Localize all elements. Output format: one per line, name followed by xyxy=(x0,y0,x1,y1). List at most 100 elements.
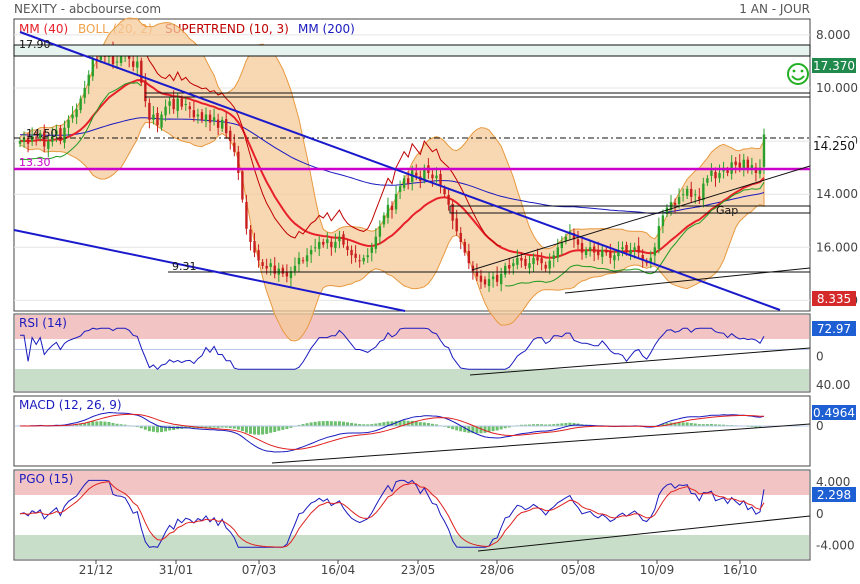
macd-histogram-bar xyxy=(232,426,236,429)
macd-histogram-bar xyxy=(305,423,309,427)
macd-trendline xyxy=(271,423,811,464)
candle-body xyxy=(71,114,74,119)
candle-body xyxy=(483,279,487,285)
candle-body xyxy=(322,241,325,245)
macd-histogram-bar xyxy=(329,421,333,427)
candle-body xyxy=(374,236,378,249)
macd-value-bg xyxy=(812,405,856,420)
candle-body xyxy=(673,202,677,205)
candle-body xyxy=(576,239,580,245)
candle-body xyxy=(18,141,22,144)
candle-body xyxy=(293,265,297,272)
macd-histogram-bar xyxy=(107,421,111,427)
candle-body xyxy=(216,119,220,128)
rsi-tick-label: 0 xyxy=(816,350,824,364)
candle-body xyxy=(63,127,66,143)
candle-body xyxy=(289,271,293,279)
price-tick-label: 10.000 xyxy=(816,81,858,95)
macd-histogram-bar xyxy=(212,426,216,428)
candle-body xyxy=(285,271,289,277)
candle-body xyxy=(342,234,345,245)
macd-histogram-bar xyxy=(75,424,79,427)
macd-histogram-bar xyxy=(568,422,572,427)
candle-body xyxy=(318,241,321,249)
candle-body xyxy=(225,119,228,134)
x-tick-label: 05/08 xyxy=(561,563,596,577)
candle-body xyxy=(176,98,179,111)
candle-body xyxy=(532,257,535,265)
macd-histogram-bar xyxy=(382,422,386,427)
candle-body xyxy=(208,114,212,123)
rsi-value-bg xyxy=(812,321,856,336)
period-label[interactable]: 1 AN - JOUR xyxy=(739,2,810,16)
candle-body xyxy=(528,263,531,269)
candle-body xyxy=(661,215,665,227)
legend-mm200: MM (200) xyxy=(298,22,355,36)
candle-body xyxy=(580,243,584,253)
supertrend-lower xyxy=(19,82,142,161)
candle-body xyxy=(55,130,58,136)
macd-histogram-bar xyxy=(560,423,564,427)
candle-body xyxy=(685,188,689,196)
candle-body xyxy=(702,183,705,201)
price-tick-label: 16.000 xyxy=(816,240,858,254)
candle-body xyxy=(495,274,499,282)
macd-histogram-bar xyxy=(143,426,147,430)
candle-body xyxy=(710,170,713,176)
pgo-panel xyxy=(13,469,811,561)
pgo-trendline xyxy=(477,515,811,552)
x-tick-label: 07/03 xyxy=(242,563,277,577)
macd-histogram-bar xyxy=(471,426,475,434)
macd-histogram-bar xyxy=(491,426,495,432)
macd-histogram-bar xyxy=(386,421,390,427)
candle-body xyxy=(326,239,329,244)
badge-low: 8.335 xyxy=(817,292,851,306)
macd-histogram-bar xyxy=(459,426,463,432)
candle-body xyxy=(115,61,119,63)
candle-body xyxy=(75,109,78,117)
macd-histogram-bar xyxy=(220,426,224,428)
candle-body xyxy=(657,226,661,249)
candle-body xyxy=(160,114,163,128)
macd-histogram-bar xyxy=(701,424,705,427)
candle-body xyxy=(592,246,596,253)
candle-body xyxy=(144,80,147,102)
candle-body xyxy=(47,141,50,149)
candle-body xyxy=(605,249,608,253)
rsi-trendline xyxy=(469,347,811,376)
macd-histogram-bar xyxy=(556,423,560,427)
candle-body xyxy=(431,174,434,179)
level-label-top: 17.90 xyxy=(19,38,51,51)
macd-histogram-bar xyxy=(224,426,228,428)
level-label-support: 13.30 xyxy=(19,156,51,169)
macd-histogram-bar xyxy=(709,423,713,427)
bollinger-band xyxy=(19,17,765,342)
x-tick-label: 16/10 xyxy=(723,563,758,577)
macd-histogram-bar xyxy=(366,424,370,427)
candle-body xyxy=(338,236,341,242)
candle-body xyxy=(184,103,187,106)
candle-body xyxy=(334,241,337,249)
candle-body xyxy=(249,229,252,242)
macd-histogram-bar xyxy=(548,424,552,427)
macd-histogram-bar xyxy=(87,422,91,427)
macd-histogram-bar xyxy=(483,426,487,433)
candle-body xyxy=(172,98,175,110)
macd-histogram-bar xyxy=(281,426,285,430)
candle-body xyxy=(83,88,86,98)
candle-body xyxy=(26,137,30,144)
candle-body xyxy=(253,241,256,253)
macd-line xyxy=(19,411,765,453)
rsi-value: 72.97 xyxy=(817,322,851,336)
candle-body xyxy=(617,249,620,257)
rsi-line xyxy=(20,327,765,371)
candle-body xyxy=(637,245,640,253)
candle-body xyxy=(305,255,309,262)
macd-histogram-bar xyxy=(394,420,398,427)
macd-histogram-bar xyxy=(479,426,483,434)
candle-body xyxy=(390,205,394,211)
candle-body xyxy=(698,196,701,200)
candle-body xyxy=(233,142,236,152)
candle-body xyxy=(548,260,551,269)
